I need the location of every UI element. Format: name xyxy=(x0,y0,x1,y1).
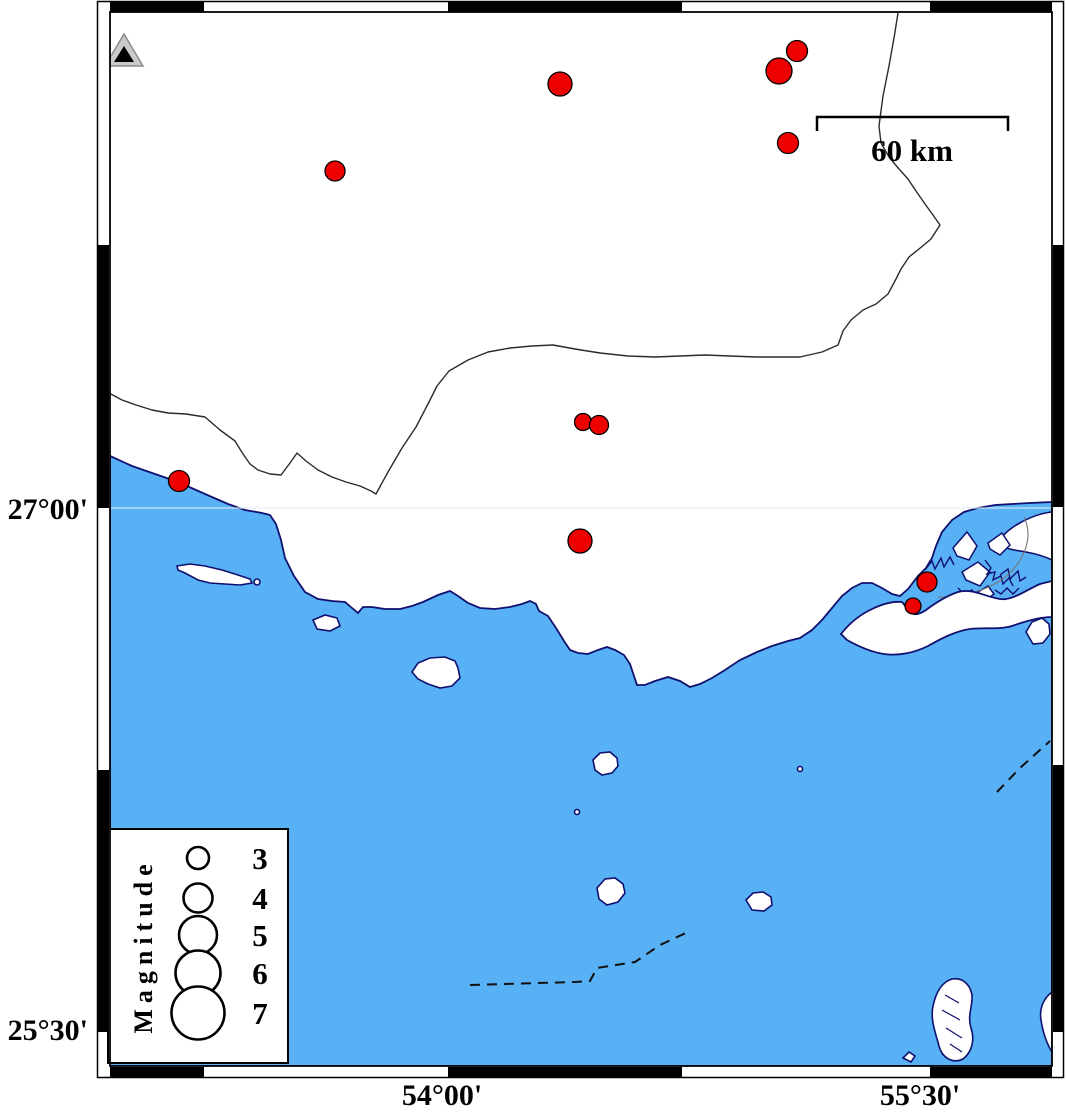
bay-islet xyxy=(952,530,978,561)
scale-bar-label: 60 km xyxy=(871,133,953,168)
dashed-sea-lines xyxy=(469,740,1051,986)
epicenter-dot xyxy=(573,412,593,432)
legend-circle-5 xyxy=(177,914,219,956)
lat-label-2530: 25°30' xyxy=(7,1014,88,1047)
lon-label-5530: 55°30' xyxy=(879,1079,961,1112)
epicenter-dot xyxy=(547,71,573,97)
legend-label-5: 5 xyxy=(252,918,268,953)
sea-polygon xyxy=(110,455,1052,1066)
epicenter-dot xyxy=(785,39,809,63)
islands xyxy=(176,563,1052,1064)
map-frame xyxy=(96,0,1065,1079)
legend-label-4: 4 xyxy=(252,881,268,916)
lat-label-27: 27°00' xyxy=(7,493,88,526)
epicenter-dot xyxy=(567,528,593,554)
legend-label-3: 3 xyxy=(252,841,268,876)
epicenter-dot xyxy=(904,597,922,615)
earthquake-epicenters xyxy=(167,39,938,615)
epicenter-dot xyxy=(916,571,938,593)
epicenter-dot xyxy=(588,414,610,436)
epicenter-dot xyxy=(324,160,346,182)
bay-islet xyxy=(961,561,992,587)
legend-magnitude-circles xyxy=(170,845,226,1041)
legend-circle-3 xyxy=(185,845,211,871)
tidal-flat-hatches xyxy=(941,994,963,1053)
epicenter-dot xyxy=(765,57,793,85)
epicenter-dot xyxy=(776,131,800,155)
bay-islet xyxy=(987,531,1011,556)
legend-title: Magnitude xyxy=(129,858,158,1034)
legend-label-6: 6 xyxy=(252,956,268,991)
legend-label-7: 7 xyxy=(252,996,268,1031)
epicenter-dot xyxy=(167,469,191,493)
scale-bar xyxy=(815,115,1010,131)
legend-circle-7 xyxy=(170,985,226,1041)
boundary-lines xyxy=(110,12,941,495)
lon-label-5400: 54°00' xyxy=(401,1079,483,1112)
legend-circle-4 xyxy=(182,882,214,914)
station-triangle-icon xyxy=(110,32,145,67)
qeshm-island xyxy=(839,580,1052,656)
